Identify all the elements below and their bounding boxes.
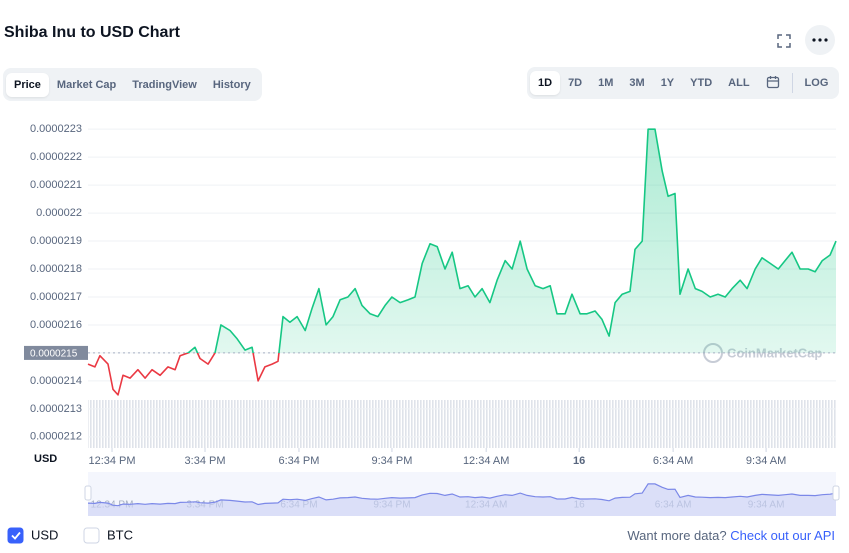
volume-texture [88,400,836,448]
x-tick-label: 9:34 AM [746,455,786,467]
chart-title: Shiba Inu to USD Chart [4,24,180,41]
log-button[interactable]: LOG [804,77,829,89]
footer: Want more data? Check out our API [627,528,835,543]
legend-checkbox[interactable] [7,527,24,544]
navigator-area [88,483,836,516]
y-tick-label: 0.000022 [36,207,82,219]
tab[interactable]: Market Cap [56,78,117,91]
y-tick-label: 0.0000223 [30,123,82,135]
range-button[interactable]: 7D [568,77,583,89]
range-button[interactable]: 1Y [660,77,675,89]
x-tick-label: 6:34 PM [278,455,319,467]
area-fill [188,129,836,353]
more-button[interactable] [805,25,835,55]
y-tick-label: 0.0000214 [30,375,82,387]
range-button[interactable]: 1D [530,71,561,95]
calendar-icon [766,75,779,88]
y-tick-label: 0.0000213 [30,403,82,415]
calendar-button[interactable] [758,69,788,98]
y-tick-label: 0.0000217 [30,291,82,303]
legend-label: USD [31,527,58,542]
range-button[interactable]: ALL [728,77,750,89]
footer-text: Want more data? [627,528,727,543]
y-tick-label: 0.0000219 [30,235,82,247]
y-unit-label: USD [34,453,57,465]
tab[interactable]: Price [6,72,49,97]
price-line [87,128,837,396]
tab[interactable]: TradingView [132,78,197,91]
tab[interactable]: History [212,78,251,91]
x-tick-label: 9:34 PM [371,455,412,467]
y-tick-label: 0.0000218 [30,263,82,275]
legend-item[interactable]: BTC [83,527,133,544]
separator [791,73,793,93]
range-button[interactable]: 1M [598,77,614,89]
x-tick-label: 12:34 AM [463,455,509,467]
y-tick-label: 0.0000222 [30,151,82,163]
range-button[interactable]: 3M [629,77,645,89]
x-tick-label: 12:34 PM [88,455,135,467]
legend-label: BTC [107,527,133,542]
legend-checkbox[interactable] [83,527,100,544]
legend-item[interactable]: USD [7,527,58,544]
y-tick-label: 0.0000221 [30,179,82,191]
tab-bar: Price Market Cap TradingView History [3,68,262,101]
y-tick-label: 0.0000212 [30,431,82,443]
api-link[interactable]: Check out our API [730,528,835,543]
navigator-handle[interactable] [832,485,840,501]
reference-label: 0.0000215 [30,349,78,360]
check-mark [11,531,21,540]
range-bar: 1D 7D 1M 3M 1Y YTD ALL LOG [527,67,840,99]
y-tick-label: 0.0000216 [30,319,82,331]
reference-label-box [24,345,88,360]
range-button[interactable]: YTD [690,77,713,89]
navigator-line [87,483,837,507]
fullscreen-icon[interactable] [777,34,791,48]
x-tick-label: 3:34 PM [185,455,226,467]
x-tick-label: 6:34 AM [653,455,693,467]
x-tick-label: 16 [573,455,585,467]
navigator-handle[interactable] [84,485,92,501]
